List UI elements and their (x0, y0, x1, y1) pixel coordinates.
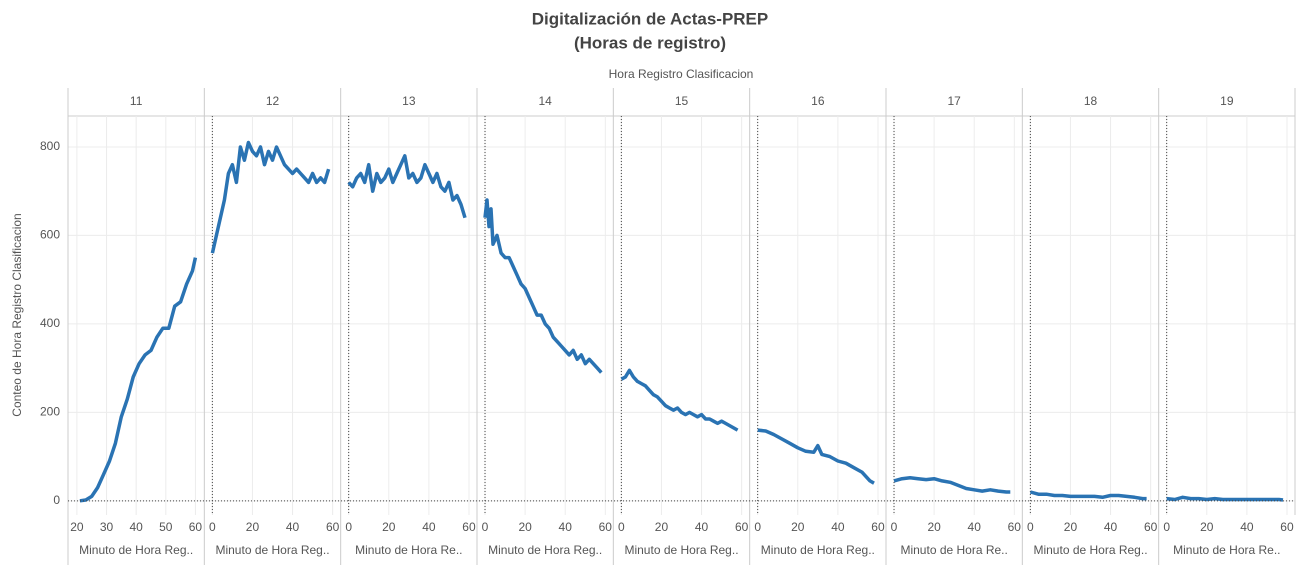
line (347, 154, 467, 219)
x-tick-label: 60 (599, 520, 613, 534)
x-tick-label: 40 (1104, 520, 1118, 534)
x-axis-label: Minuto de Hora Reg.. (624, 543, 738, 557)
x-tick-label: 60 (326, 520, 340, 534)
line (483, 198, 603, 374)
panel-header: 12 (266, 94, 280, 108)
x-axis-label: Minuto de Hora Re.. (1173, 543, 1280, 557)
x-axis-label: Minuto de Hora Re.. (900, 543, 1007, 557)
y-tick-label: 0 (53, 493, 60, 507)
x-tick-label: 0 (618, 520, 625, 534)
x-tick-label: 50 (159, 520, 173, 534)
x-tick-label: 40 (286, 520, 300, 534)
panel-header: 19 (1220, 94, 1234, 108)
x-tick-label: 60 (871, 520, 885, 534)
panel-header: 11 (130, 94, 143, 108)
x-tick-label: 0 (482, 520, 489, 534)
x-axis-label: Minuto de Hora Reg.. (488, 543, 602, 557)
line (1029, 490, 1147, 501)
panel-header: 18 (1084, 94, 1098, 108)
x-tick-label: 40 (422, 520, 436, 534)
x-axis-label: Minuto de Hora Reg.. (1033, 543, 1147, 557)
panel-header: 13 (402, 94, 416, 108)
x-tick-label: 60 (462, 520, 476, 534)
x-tick-label: 20 (246, 520, 260, 534)
y-tick-label: 400 (40, 316, 60, 330)
x-tick-label: 40 (831, 520, 845, 534)
x-tick-label: 60 (1008, 520, 1022, 534)
x-tick-label: 30 (100, 520, 114, 534)
x-tick-label: 0 (209, 520, 216, 534)
line (1166, 495, 1284, 502)
x-tick-label: 40 (129, 520, 143, 534)
panel-header: 14 (538, 94, 552, 108)
y-tick-label: 800 (40, 139, 60, 153)
x-tick-label: 40 (559, 520, 573, 534)
x-tick-label: 0 (1027, 520, 1034, 534)
x-tick-label: 20 (791, 520, 805, 534)
x-tick-label: 0 (345, 520, 352, 534)
line (79, 257, 198, 503)
line (893, 476, 1011, 494)
x-tick-label: 20 (927, 520, 941, 534)
x-tick-label: 60 (1280, 520, 1294, 534)
x-tick-label: 40 (968, 520, 982, 534)
x-tick-label: 0 (1163, 520, 1170, 534)
y-tick-label: 600 (40, 228, 60, 242)
x-tick-label: 20 (518, 520, 532, 534)
x-axis-label: Minuto de Hora Reg.. (215, 543, 329, 557)
x-axis-label: Minuto de Hora Reg.. (761, 543, 875, 557)
y-tick-label: 200 (40, 405, 60, 419)
line (210, 140, 331, 254)
x-axis-label: Minuto de Hora Reg.. (79, 543, 193, 557)
chart-title: Digitalización de Actas-PREP (532, 9, 768, 28)
panel-header: 15 (675, 94, 689, 108)
x-tick-label: 60 (1144, 520, 1158, 534)
x-tick-label: 20 (1064, 520, 1078, 534)
x-tick-label: 20 (655, 520, 669, 534)
y-axis-label: Conteo de Hora Registro Clasificacion (10, 213, 24, 416)
x-tick-label: 0 (891, 520, 898, 534)
x-tick-label: 20 (382, 520, 396, 534)
line (757, 428, 875, 485)
x-tick-label: 40 (695, 520, 709, 534)
column-label: Hora Registro Clasificacion (609, 67, 754, 81)
x-tick-label: 40 (1240, 520, 1254, 534)
line (620, 368, 739, 432)
panel-header: 16 (811, 94, 825, 108)
x-tick-label: 60 (189, 520, 203, 534)
x-axis-label: Minuto de Hora Re.. (355, 543, 462, 557)
x-tick-label: 20 (1200, 520, 1214, 534)
chart-subtitle: (Horas de registro) (574, 33, 726, 52)
x-tick-label: 0 (754, 520, 761, 534)
x-tick-label: 20 (70, 520, 84, 534)
x-tick-label: 60 (735, 520, 749, 534)
panel-header: 17 (947, 94, 961, 108)
